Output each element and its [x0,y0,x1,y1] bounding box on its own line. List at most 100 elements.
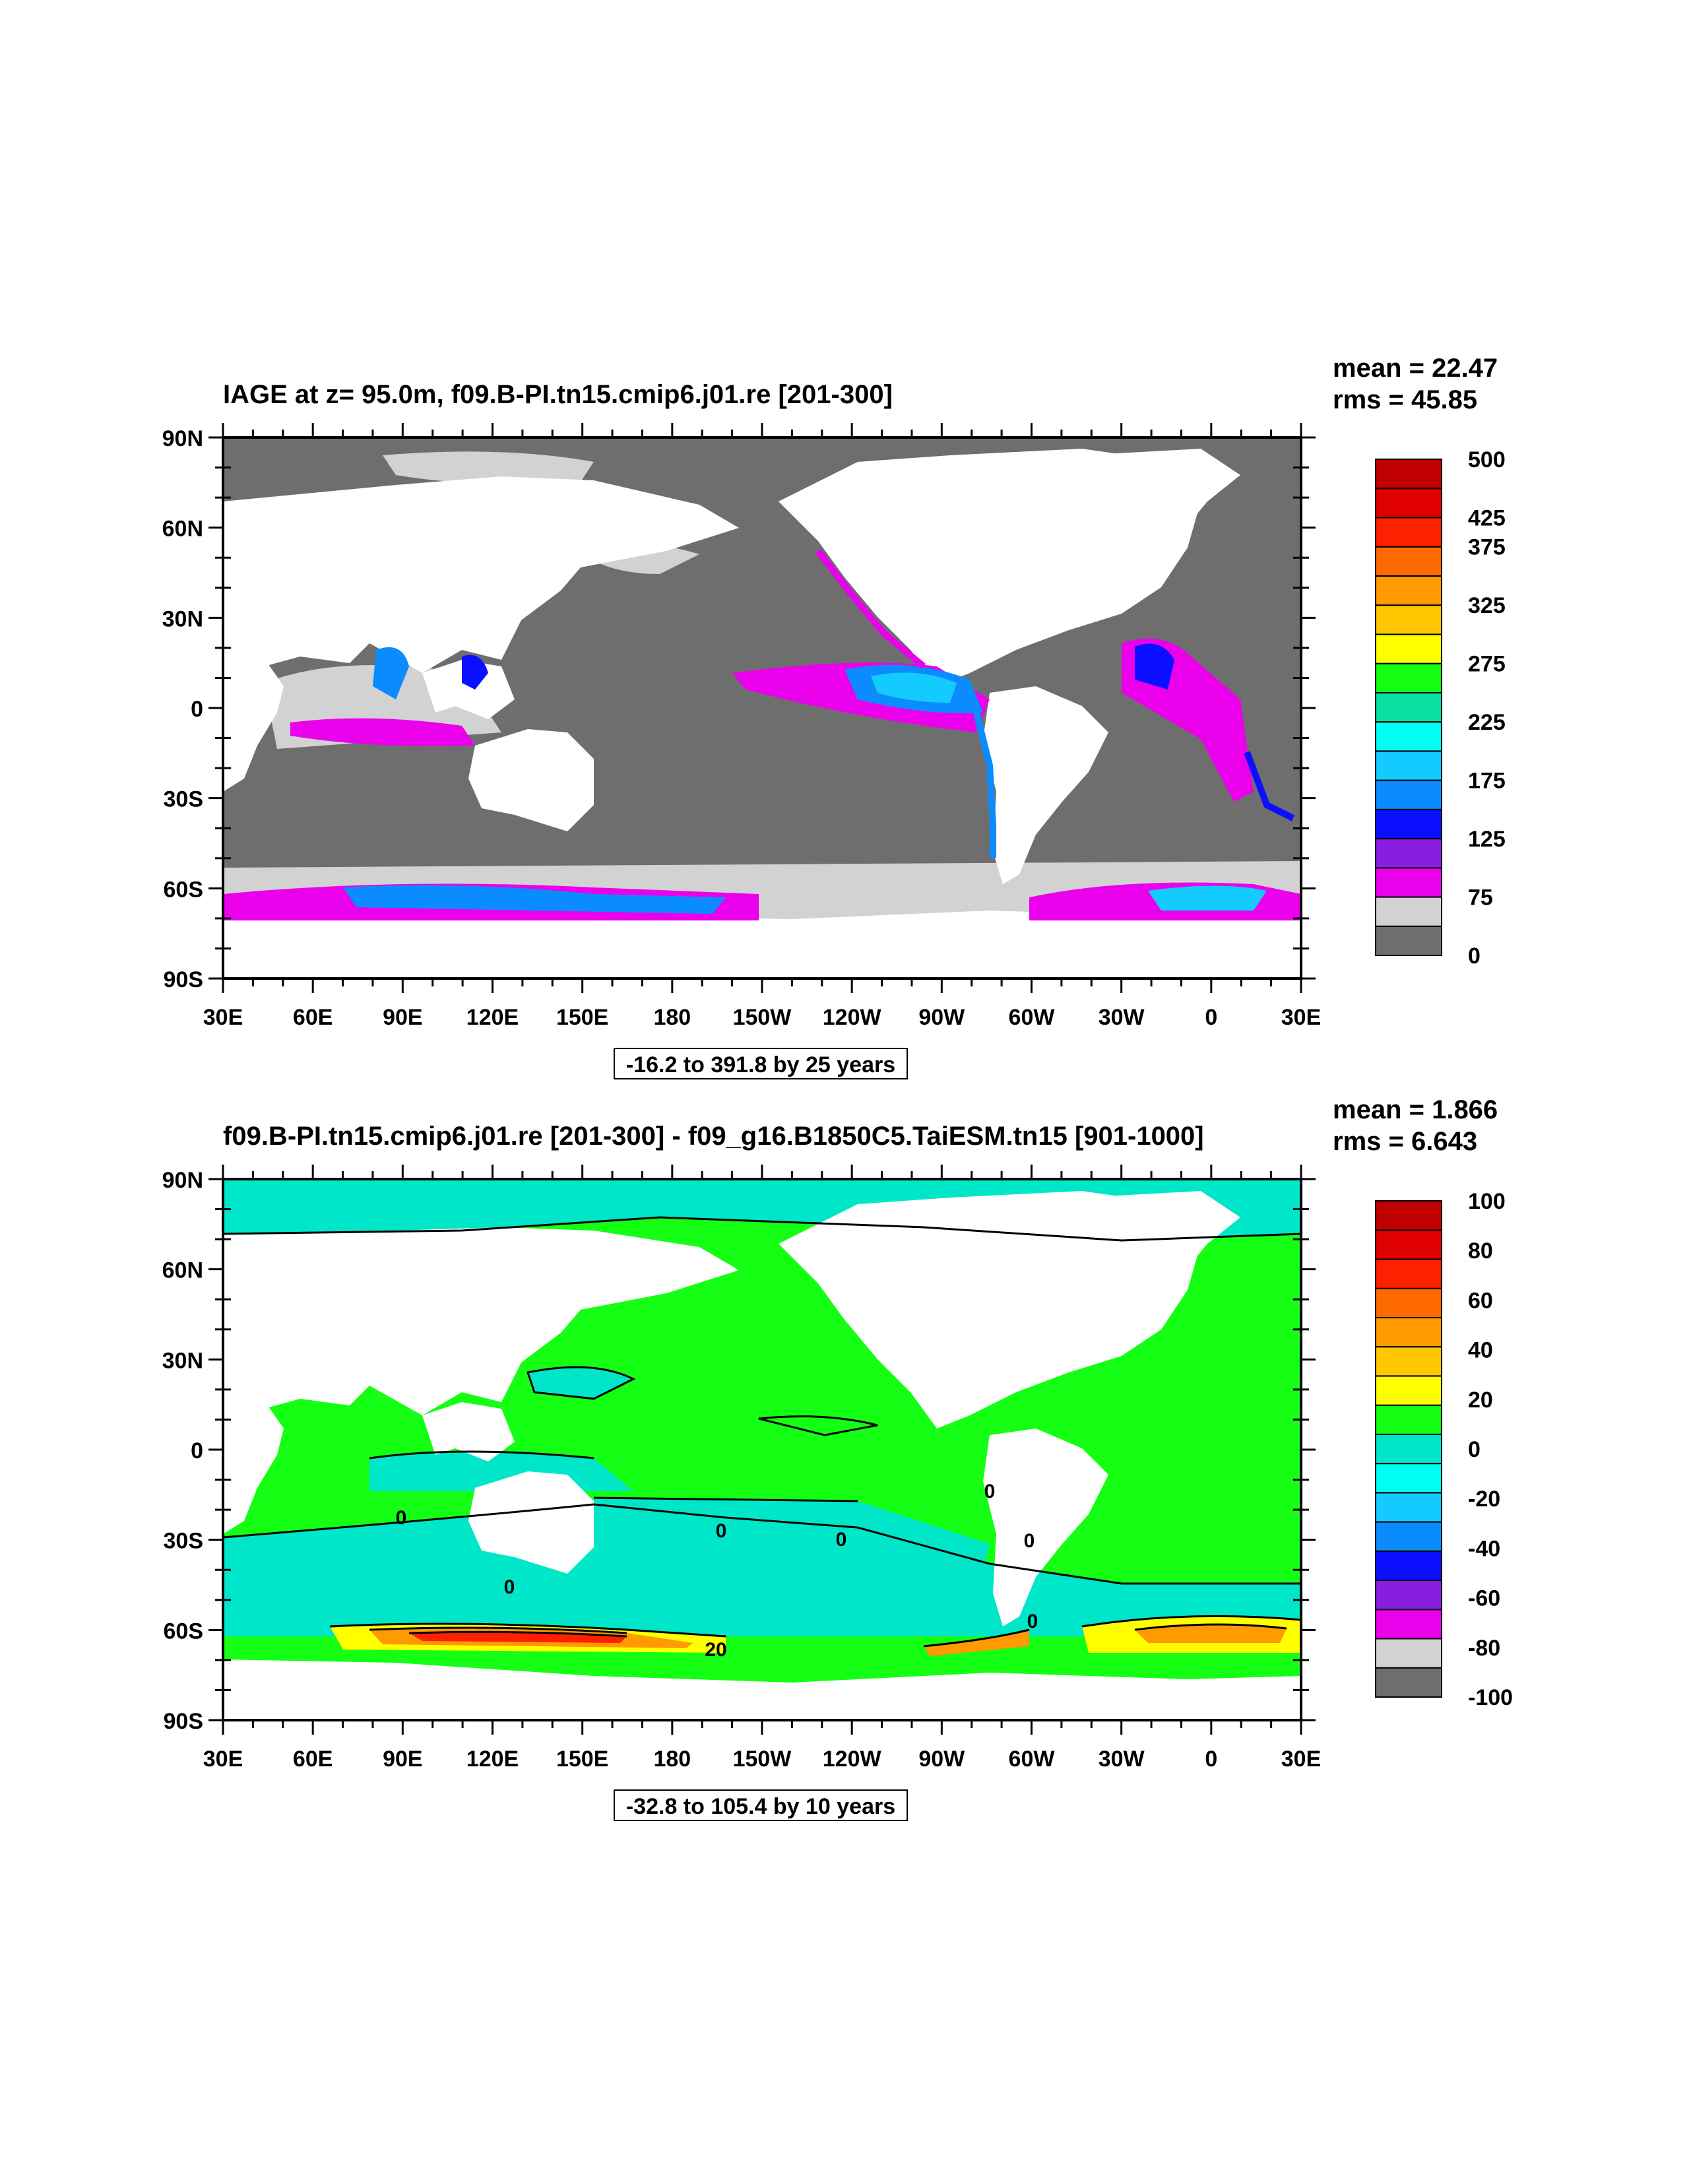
lat-label: 60S [164,1619,204,1644]
colorbar-box [1375,691,1442,723]
colorbar-box [1375,1258,1442,1289]
colorbar-box [1375,488,1442,519]
panel-1-lon-labels: 30E 60E 90E 120E 150E 180 150W 120W 90W 60W 30W 0 30… [203,1005,1322,1030]
colorbar-label: 425 [1468,505,1506,530]
panel-1-title: IAGE at z= 95.0m, f09.B-PI.tn15.cmip6.j0… [223,380,893,409]
contour-label: 0 [836,1529,847,1551]
north-america-land [779,449,1201,686]
colorbar-box [1375,1609,1442,1640]
lon-label: 30E [203,1747,243,1772]
greenland-land [1082,1191,1240,1283]
colorbar-label: -100 [1468,1685,1513,1710]
lat-label: 30N [162,606,203,631]
north-pacific-negative [528,1367,633,1399]
colorbar-box [1375,750,1442,781]
colorbar-box [1375,838,1442,869]
north-america-land [779,1191,1201,1429]
colorbar-box [1375,1375,1442,1406]
arctic-light-band [383,451,594,484]
lon-label: 60W [1009,1747,1056,1772]
panel-1-range-label: -16.2 to 391.8 by 25 years [626,1052,895,1077]
lat-label: 30N [162,1348,203,1373]
weddell-cyan [1148,885,1267,911]
lon-label: 120W [823,1005,882,1030]
land-diff [223,1191,1301,1720]
colorbar-box [1375,633,1442,664]
panel-2-range-box [614,1789,908,1821]
colorbar-box [1375,1287,1442,1318]
colorbar-box [1375,1492,1442,1523]
bay-of-bengal [462,655,488,690]
colorbar-label: 125 [1468,827,1506,852]
colorbar-box [1375,1346,1442,1377]
colorbar-label: 60 [1468,1288,1493,1313]
land [223,449,1301,979]
colorbar-box [1375,925,1442,956]
lat-label: 90N [162,426,203,451]
panel-1-mean: mean = 22.47 [1333,354,1498,383]
lat-label: 30S [164,787,204,812]
colorbar-box [1375,779,1442,810]
colorbar-box [1375,546,1442,577]
south-america-land [983,686,1108,884]
lon-label: 150E [556,1005,608,1030]
contour-label: 0 [504,1576,515,1598]
colorbar-label: -20 [1468,1487,1500,1512]
panel-1-colorbar: 0 75 125 175 225 275 325 375 425 500 [1375,447,1506,969]
panel-1-map [223,437,1301,979]
lon-label: 150E [556,1747,608,1772]
colorbar-box [1375,1521,1442,1552]
lat-label: 60N [162,1258,203,1283]
colorbar-box [1375,459,1442,490]
antarctica-land [223,1659,1301,1720]
lon-label: 0 [1205,1005,1217,1030]
south-pacific-negative [594,1498,990,1597]
contour-label: 0 [716,1520,727,1542]
colorbar-box [1375,808,1442,840]
antarctica-land [223,911,1301,979]
panel-2: f09.B-PI.tn15.cmip6.j01.re [201-300] - f… [162,1095,1513,1821]
tropical-pacific-cyan [871,672,957,703]
africa-land [223,1376,284,1534]
colorbar-label: 225 [1468,710,1506,735]
lon-label: 30W [1099,1747,1145,1772]
panel-1-lat-labels: 90N 60N 30N 0 30S 60S 90S [162,426,203,992]
panel-2-ticks [208,1165,1316,1735]
colorbar-label: 40 [1468,1338,1493,1363]
colorbar-label: 100 [1468,1189,1506,1214]
lon-label: 150W [733,1005,792,1030]
colorbar-label: 175 [1468,769,1506,794]
panel-1-rms: rms = 45.85 [1333,385,1477,414]
lon-label: 90W [918,1747,965,1772]
panel-2-colorbar: -100 -80 -60 -40 -20 0 20 40 60 80 100 [1375,1189,1513,1710]
lon-label: 30E [1281,1005,1322,1030]
colorbar-box [1375,1433,1442,1465]
lat-label: 60N [162,517,203,542]
panel-1-ticks [208,423,1316,993]
panel-2-range-label: -32.8 to 105.4 by 10 years [626,1794,895,1819]
lon-label: 90E [383,1005,423,1030]
colorbar-box [1375,604,1442,635]
colorbar-box [1375,1463,1442,1494]
panel-2-mean: mean = 1.866 [1333,1095,1498,1124]
tropical-atlantic-blue [1135,643,1174,690]
colorbar-box [1375,1316,1442,1348]
colorbar-label: -40 [1468,1536,1500,1561]
lat-label: 90S [164,1709,204,1734]
panel-1: IAGE at z= 95.0m, f09.B-PI.tn15.cmip6.j0… [162,354,1506,1079]
lon-label: 60E [293,1005,333,1030]
colorbar-label: 500 [1468,447,1506,472]
lon-label: 90W [918,1005,965,1030]
lon-label: 120W [823,1747,882,1772]
colorbar-box [1375,1200,1442,1231]
colorbar-box [1375,575,1442,606]
colorbar-box [1375,662,1442,693]
lon-label: 90E [383,1747,423,1772]
panel-2-lat-labels: 90N 60N 30N 0 30S 60S 90S [162,1168,203,1734]
colorbar-box [1375,721,1442,752]
panel-2-map: 0 0 0 0 0 0 20 0 [223,1179,1301,1720]
panel-1-range-box [614,1048,908,1079]
lat-label: 30S [164,1529,204,1554]
lon-label: 30W [1099,1005,1145,1030]
